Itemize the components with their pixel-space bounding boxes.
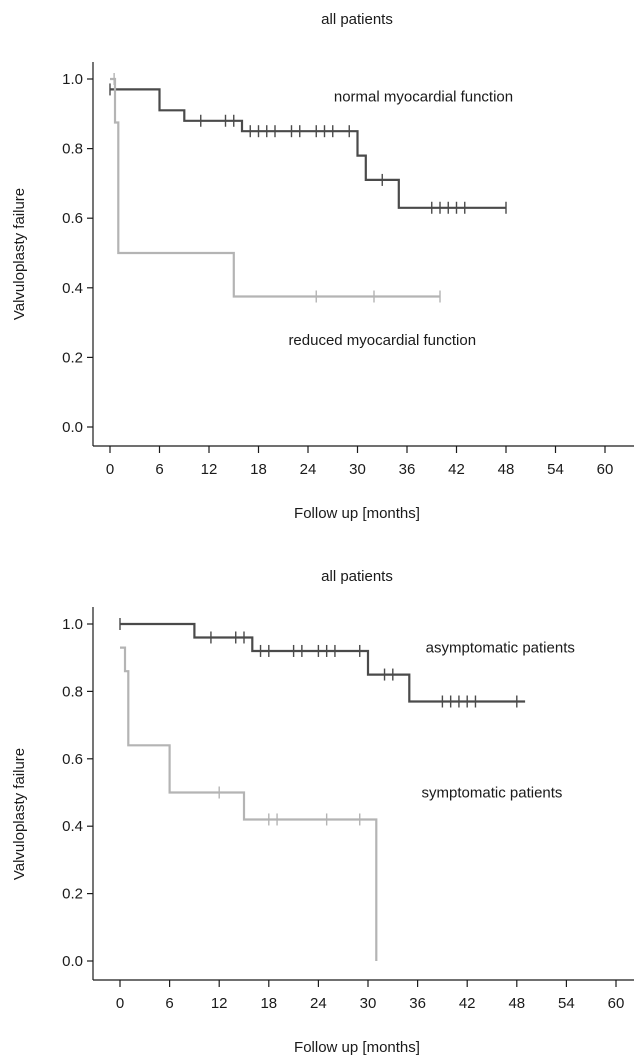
x-tick-label: 60 xyxy=(597,461,614,478)
y-tick-label: 0.0 xyxy=(62,419,83,436)
x-axis-label: Follow up [months] xyxy=(294,505,420,522)
x-tick-label: 42 xyxy=(448,461,465,478)
y-tick-label: 0.0 xyxy=(62,953,83,970)
x-tick-label: 24 xyxy=(300,461,317,478)
plot-area: 0.0 0.2 0.4 0.6 0.8 1.0 0 6 12 18 24 30 36 42 48 54 60 as… xyxy=(62,607,634,1012)
series-annotation: symptomatic patients xyxy=(422,785,563,802)
x-tick-label: 36 xyxy=(399,461,416,478)
series-line-dark xyxy=(120,622,526,703)
y-tick-label: 0.2 xyxy=(62,349,83,366)
x-tick-label: 12 xyxy=(211,995,228,1012)
x-tick-label: 0 xyxy=(106,461,114,478)
y-tick-label: 1.0 xyxy=(62,71,83,88)
series-line-light xyxy=(110,77,440,298)
x-tick-label: 6 xyxy=(155,461,163,478)
x-tick-label: 54 xyxy=(558,995,575,1012)
x-tick-label: 48 xyxy=(508,995,525,1012)
x-tick-label: 48 xyxy=(498,461,515,478)
series-annotation: reduced myocardial function xyxy=(288,332,476,349)
x-tick-label: 24 xyxy=(310,995,327,1012)
x-tick-label: 54 xyxy=(547,461,564,478)
chart-title: all patients xyxy=(321,568,393,585)
chart-top-myocardial-function: all patients Valvuloplasty failure Follo… xyxy=(11,11,634,522)
x-tick-label: 30 xyxy=(349,461,366,478)
x-tick-label: 0 xyxy=(116,995,124,1012)
x-tick-label: 36 xyxy=(409,995,426,1012)
series-line-dark xyxy=(110,88,506,209)
x-tick-label: 18 xyxy=(260,995,277,1012)
y-tick-label: 0.8 xyxy=(62,683,83,700)
x-tick-label: 30 xyxy=(360,995,377,1012)
series-annotation: normal myocardial function xyxy=(334,88,513,105)
chart-title: all patients xyxy=(321,11,393,28)
x-tick-label: 18 xyxy=(250,461,267,478)
y-tick-label: 1.0 xyxy=(62,616,83,633)
y-tick-label: 0.6 xyxy=(62,210,83,227)
series-annotation: asymptomatic patients xyxy=(426,640,575,657)
y-tick-label: 0.2 xyxy=(62,886,83,903)
y-tick-label: 0.4 xyxy=(62,818,83,835)
y-tick-label: 0.6 xyxy=(62,751,83,768)
y-axis-label: Valvuloplasty failure xyxy=(11,188,28,320)
plot-area: 0.0 0.2 0.4 0.6 0.8 1.0 0 6 12 18 24 30 36 42 48 54 60 no… xyxy=(62,62,634,478)
x-tick-label: 60 xyxy=(608,995,625,1012)
series-line-light xyxy=(120,646,378,961)
y-axis-label: Valvuloplasty failure xyxy=(11,748,28,880)
y-tick-label: 0.8 xyxy=(62,141,83,158)
x-tick-label: 42 xyxy=(459,995,476,1012)
y-tick-label: 0.4 xyxy=(62,280,83,297)
x-tick-label: 6 xyxy=(165,995,173,1012)
chart-bottom-symptoms: all patients Valvuloplasty failure Follo… xyxy=(11,568,634,1056)
x-axis-label: Follow up [months] xyxy=(294,1039,420,1056)
x-tick-label: 12 xyxy=(201,461,218,478)
